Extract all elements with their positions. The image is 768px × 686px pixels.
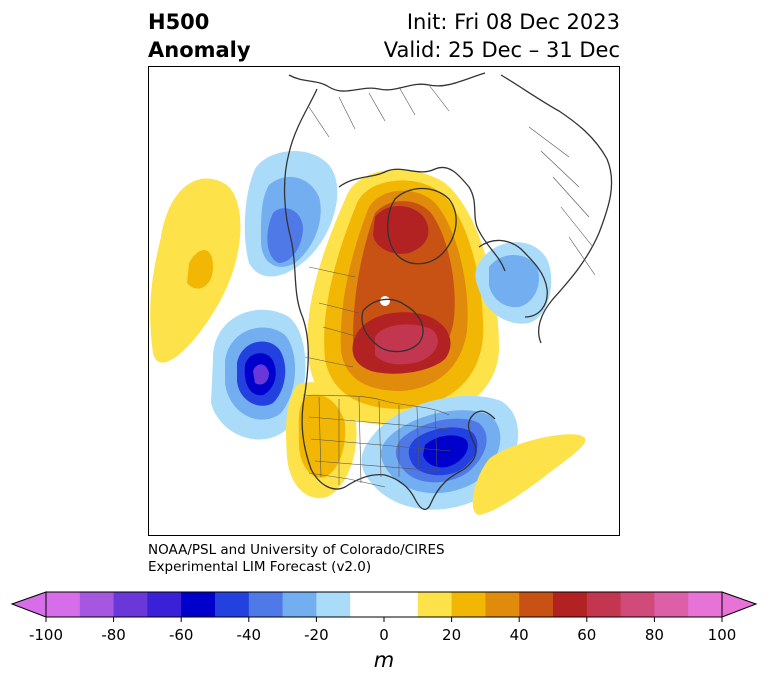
chart-title: H500 Anomaly	[148, 8, 251, 64]
colorbar-bin	[79, 592, 115, 617]
canada-provinces	[304, 266, 360, 368]
colorbar-tick-label: 20	[442, 626, 462, 644]
russia-borders	[308, 84, 450, 138]
arctic-coast	[338, 166, 506, 272]
credit-line-1: NOAA/PSL and University of Colorado/CIRE…	[148, 542, 445, 558]
contour-alaska-negative-core	[267, 208, 303, 263]
colorbar-tick-label: -80	[101, 626, 126, 644]
colorbar-bin	[113, 592, 148, 617]
colorbar-bin	[384, 592, 419, 617]
contour-atlantic-positive	[472, 434, 586, 515]
colorbar-bin	[654, 592, 689, 617]
colorbar-bin	[215, 592, 250, 617]
contour-eastern-us-negative-core	[423, 435, 468, 468]
colorbar-bin	[46, 592, 81, 617]
title-variable: H500	[148, 10, 210, 34]
contour-eastern-pacific-negative-peak	[253, 364, 269, 385]
colorbar-bin	[181, 592, 216, 617]
political-boundaries	[302, 84, 596, 488]
anomaly-contours	[150, 151, 586, 515]
colorbar-bin	[248, 592, 284, 617]
colorbar-bin	[586, 592, 622, 617]
us-canada-border	[302, 394, 450, 416]
mexico-border	[308, 472, 386, 488]
colorbar-bin	[316, 592, 351, 617]
colorbar-bin	[620, 592, 655, 617]
europe-coast	[500, 74, 613, 344]
colorbar-ticks	[45, 617, 723, 622]
coastlines	[283, 72, 613, 510]
colorbar-extend-low	[10, 591, 47, 618]
colorbar-bin	[485, 592, 520, 617]
colorbar-tick-label: -40	[236, 626, 262, 644]
colorbar-tick-label: 40	[509, 626, 529, 644]
colorbar-bins	[46, 592, 723, 617]
title-quantity: Anomaly	[148, 38, 251, 62]
anomaly-map	[148, 66, 620, 536]
scandinavia-coast	[478, 239, 548, 318]
colorbar	[10, 591, 758, 622]
credit-text: NOAA/PSL and University of Colorado/CIRE…	[148, 542, 445, 576]
contour-europe-negative-core	[489, 255, 539, 308]
europe-borders	[528, 126, 596, 276]
colorbar-bin	[519, 592, 554, 617]
init-date: Init: Fri 08 Dec 2023	[406, 10, 620, 34]
asia-coast	[288, 72, 486, 92]
credit-line-2: Experimental LIM Forecast (v2.0)	[148, 559, 372, 575]
colorbar-bin	[147, 592, 182, 617]
colorbar-tick-label: -100	[28, 626, 64, 644]
us-state-lines-2	[308, 416, 452, 472]
colorbar-tick-label: 60	[577, 626, 597, 644]
colorbar-bin	[688, 592, 723, 617]
colorbar-bin	[417, 592, 453, 617]
colorbar-extend-high	[721, 591, 758, 618]
colorbar-tick-label: -20	[304, 626, 329, 644]
colorbar-bin	[350, 592, 385, 617]
colorbar-tick-label: -60	[168, 626, 194, 644]
contour-positive-gap	[380, 296, 390, 306]
contour-greenland-positive-core	[373, 205, 429, 254]
valid-range: Valid: 25 Dec – 31 Dec	[383, 38, 620, 62]
colorbar-bin	[282, 592, 317, 617]
colorbar-bin	[451, 592, 486, 617]
colorbar-tick-label: 100	[707, 626, 737, 644]
colorbar-tick-label: 80	[644, 626, 664, 644]
us-state-lines-1	[318, 396, 438, 485]
north-america-coast	[283, 88, 496, 510]
hudson-bay-coast	[361, 298, 424, 353]
map-svg	[150, 72, 613, 515]
colorbar-bin	[553, 592, 588, 617]
contour-western-us-positive-2	[298, 394, 346, 478]
colorbar-tick-label: 0	[379, 626, 389, 644]
colorbar-unit: m	[373, 648, 395, 672]
chart-dates: Init: Fri 08 Dec 2023 Valid: 25 Dec – 31…	[384, 8, 620, 64]
greenland-coast	[387, 187, 457, 265]
contour-pacific-positive-core	[187, 249, 213, 289]
